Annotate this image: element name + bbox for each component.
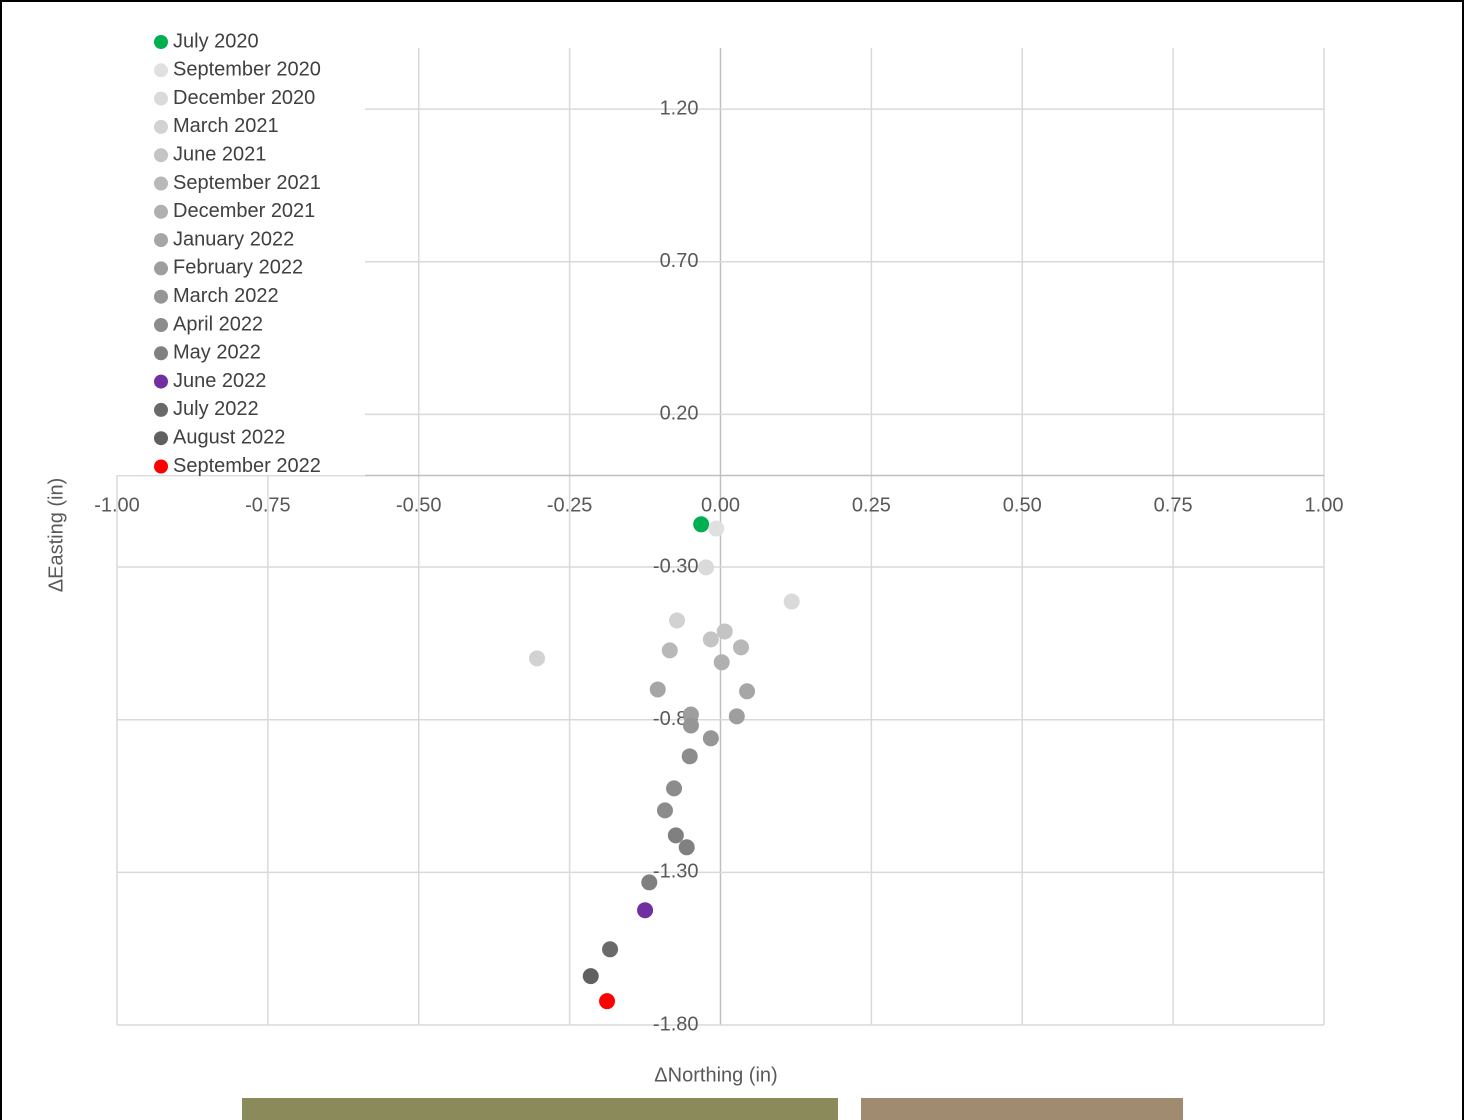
legend-marker <box>154 233 168 248</box>
legend-marker <box>154 318 168 332</box>
point <box>667 827 684 844</box>
legend-label: September 2022 <box>173 455 321 477</box>
y-tick-label: 1.20 <box>660 97 699 119</box>
point <box>599 993 616 1010</box>
point <box>602 941 619 958</box>
point <box>708 520 725 537</box>
y-tick-label: 0.70 <box>660 250 699 272</box>
point <box>783 593 800 610</box>
point <box>682 706 699 723</box>
legend-label: January 2022 <box>173 228 294 250</box>
legend-label: June 2021 <box>173 143 266 165</box>
legend-marker <box>154 289 168 304</box>
point <box>641 874 658 891</box>
point <box>649 681 666 698</box>
x-tick-label: -0.75 <box>245 495 291 517</box>
point <box>678 839 695 856</box>
x-tick-label: 0.75 <box>1154 495 1193 517</box>
point <box>582 968 599 985</box>
legend-label: March 2022 <box>173 285 279 307</box>
point <box>661 642 678 659</box>
legend-marker <box>154 35 168 49</box>
point <box>656 802 673 819</box>
point <box>702 730 719 747</box>
point <box>682 717 699 734</box>
point <box>529 650 546 667</box>
legend-marker <box>154 261 168 276</box>
legend-marker <box>154 431 168 446</box>
legend-marker <box>154 374 168 389</box>
legend-marker <box>154 148 168 163</box>
y-tick-label: -1.30 <box>653 861 699 883</box>
photo <box>242 1098 838 1120</box>
point <box>728 708 745 725</box>
x-tick-label: 0.25 <box>852 495 891 517</box>
legend-label: July 2022 <box>173 398 259 420</box>
legend-marker <box>154 402 168 417</box>
legend-label: September 2021 <box>173 172 321 194</box>
x-tick-label: 0.00 <box>701 495 740 517</box>
point <box>733 639 750 656</box>
legend-marker <box>154 204 168 219</box>
point <box>713 654 730 671</box>
legend-label: December 2021 <box>173 200 315 222</box>
legend-label: August 2022 <box>173 426 285 448</box>
y-tick-label: 0.20 <box>660 403 699 425</box>
x-tick-label: -1.00 <box>94 495 140 517</box>
y-axis-title: ΔEasting (in) <box>45 478 67 593</box>
point <box>669 612 686 629</box>
point <box>681 748 698 765</box>
x-tick-label: 1.00 <box>1305 495 1344 517</box>
legend-marker <box>154 91 168 106</box>
legend-marker <box>154 119 168 134</box>
legend-marker <box>154 176 168 191</box>
x-tick-label: -0.50 <box>396 495 442 517</box>
legend-label: June 2022 <box>173 370 266 392</box>
legend-label: March 2021 <box>173 115 279 137</box>
legend-marker <box>154 459 168 474</box>
legend-label: July 2020 <box>173 30 259 52</box>
x-tick-label: -0.25 <box>547 495 593 517</box>
photo <box>861 1098 1183 1120</box>
legend-label: February 2022 <box>173 257 303 279</box>
point <box>702 631 719 648</box>
point <box>716 623 733 640</box>
y-tick-label: -0.30 <box>653 555 699 577</box>
point <box>637 902 654 919</box>
y-tick-label: -1.80 <box>653 1013 699 1035</box>
legend-label: September 2020 <box>173 59 321 81</box>
legend-label: December 2020 <box>173 87 315 109</box>
x-tick-label: 0.50 <box>1003 495 1042 517</box>
legend-marker <box>154 346 168 361</box>
legend-marker <box>154 63 168 78</box>
point <box>739 683 756 700</box>
point <box>698 559 715 576</box>
point <box>666 780 683 797</box>
point <box>693 516 710 533</box>
legend-label: April 2022 <box>173 313 263 335</box>
x-axis-title: ΔNorthing (in) <box>654 1064 777 1086</box>
legend-label: May 2022 <box>173 342 261 364</box>
